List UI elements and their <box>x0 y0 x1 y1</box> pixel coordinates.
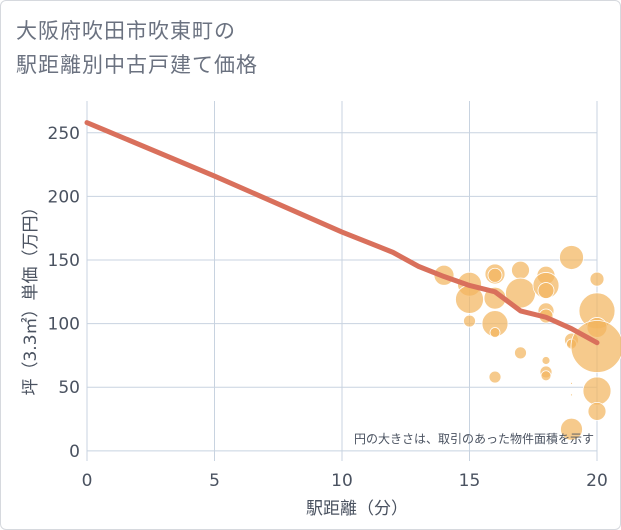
y-tick-labels: 0 50 100 150 200 250 <box>48 124 80 462</box>
data-bubble <box>487 267 503 283</box>
data-bubble <box>541 356 551 365</box>
y-tick-label: 50 <box>58 378 80 398</box>
data-bubble <box>559 245 584 270</box>
data-bubble <box>540 370 552 382</box>
data-bubble <box>570 320 621 373</box>
data-bubble <box>537 282 555 299</box>
x-tick-label: 5 <box>209 471 220 491</box>
data-bubble <box>570 393 573 397</box>
x-tick-label: 15 <box>459 471 481 491</box>
x-tick-label: 0 <box>82 471 93 491</box>
x-tick-label: 20 <box>586 471 608 491</box>
y-tick-label: 0 <box>69 442 80 462</box>
data-bubble <box>488 370 502 384</box>
trend-layer <box>84 120 600 346</box>
x-tick-labels: 0 5 10 15 20 <box>82 471 608 491</box>
data-bubble <box>514 346 527 360</box>
trend-line <box>84 120 600 346</box>
data-bubble <box>489 327 501 338</box>
y-tick-label: 150 <box>48 251 80 271</box>
data-bubble <box>570 382 573 385</box>
y-tick-label: 200 <box>48 187 80 207</box>
chart-title-line1: 大阪府吹田市吹東町の <box>16 19 236 43</box>
y-tick-label: 100 <box>48 315 80 335</box>
data-bubble <box>560 417 583 441</box>
data-bubble <box>582 376 612 406</box>
data-bubble <box>511 260 530 280</box>
y-tick-label: 250 <box>48 124 80 144</box>
data-bubble <box>463 314 476 328</box>
y-axis-title: 坪（3.3㎡）単価（万円） <box>21 198 41 395</box>
data-bubble <box>589 271 605 287</box>
x-axis-title: 駅距離（分） <box>306 499 408 519</box>
bubble-size-note: 円の大きさは、取引のあった物件面積を示す <box>354 431 594 446</box>
data-bubble <box>587 401 607 421</box>
x-tick-label: 10 <box>331 471 353 491</box>
chart-title: 大阪府吹田市吹東町の 駅距離別中古戸建て価格 <box>16 14 258 82</box>
chart-title-line2: 駅距離別中古戸建て価格 <box>16 53 258 77</box>
